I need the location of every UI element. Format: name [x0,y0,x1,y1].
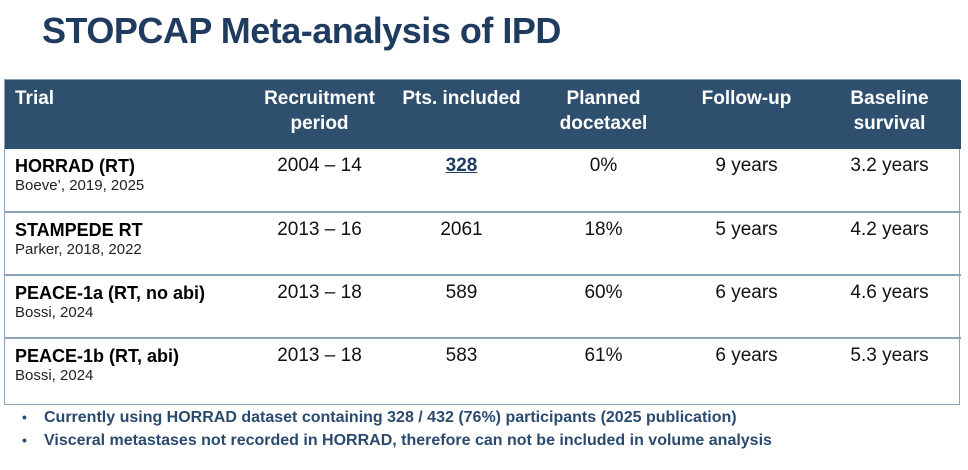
note-item: • Currently using HORRAD dataset contain… [22,406,772,429]
trial-cell: STAMPEDE RT Parker, 2018, 2022 [5,212,248,275]
trial-name: PEACE-1a (RT, no abi) [15,283,206,303]
baseline-survival: 4.2 years [850,219,929,240]
header-pts-included: Pts. included [402,88,521,109]
table-row: PEACE-1b (RT, abi) Bossi, 2024 2013 – 18… [5,338,961,401]
planned-docetaxel: 18% [584,219,623,240]
header-trial: Trial [15,88,55,109]
table-row: STAMPEDE RT Parker, 2018, 2022 2013 – 16… [5,212,961,275]
table-row: HORRAD (RT) Boeve’, 2019, 2025 2004 – 14… [5,149,961,212]
recruitment-period: 2013 – 18 [277,345,362,366]
follow-up: 6 years [715,282,778,303]
notes-list: • Currently using HORRAD dataset contain… [22,406,772,452]
header-baseline-survival: Baseline survival [850,88,929,134]
pts-included: 583 [445,345,478,366]
trials-table: Trial Recruitment period Pts. included Pl… [4,79,961,405]
note-item: • Visceral metastases not recorded in HO… [22,429,772,452]
baseline-survival: 4.6 years [850,282,929,303]
header-recruitment-period: Recruitment period [264,88,375,134]
pts-included: 2061 [440,219,483,240]
trial-cell: HORRAD (RT) Boeve’, 2019, 2025 [5,149,248,212]
recruitment-period: 2004 – 14 [277,155,362,176]
baseline-survival: 5.3 years [850,345,929,366]
trial-name: PEACE-1b (RT, abi) [15,346,180,366]
bullet-icon: • [22,432,27,448]
table-row: PEACE-1a (RT, no abi) Bossi, 2024 2013 –… [5,275,961,338]
trial-name: HORRAD (RT) [15,156,135,176]
planned-docetaxel: 0% [589,155,618,176]
header-follow-up: Follow-up [701,88,792,109]
planned-docetaxel: 60% [584,282,623,303]
trial-cell: PEACE-1b (RT, abi) Bossi, 2024 [5,338,248,401]
pts-included-link[interactable]: 328 [445,155,478,176]
baseline-survival: 3.2 years [850,155,929,176]
follow-up: 9 years [715,155,778,176]
trial-reference: Bossi, 2024 [15,304,94,321]
trial-cell: PEACE-1a (RT, no abi) Bossi, 2024 [5,275,248,338]
trial-reference: Boeve’, 2019, 2025 [15,177,145,194]
planned-docetaxel: 61% [584,345,623,366]
follow-up: 6 years [715,345,778,366]
trial-reference: Parker, 2018, 2022 [15,241,142,258]
pts-included: 589 [445,282,478,303]
trial-reference: Bossi, 2024 [15,367,94,384]
recruitment-period: 2013 – 18 [277,282,362,303]
page-title: STOPCAP Meta-analysis of IPD [42,10,561,51]
recruitment-period: 2013 – 16 [277,219,362,240]
note-text: Visceral metastases not recorded in HORR… [44,432,772,449]
trial-name: STAMPEDE RT [15,220,143,240]
note-text: Currently using HORRAD dataset containin… [44,409,737,426]
pts-included-cell: 328 [391,149,532,212]
bullet-icon: • [22,409,27,425]
table-header-row: Trial Recruitment period Pts. included Pl… [5,80,961,149]
header-planned-docetaxel: Planned docetaxel [559,88,648,134]
follow-up: 5 years [715,219,778,240]
